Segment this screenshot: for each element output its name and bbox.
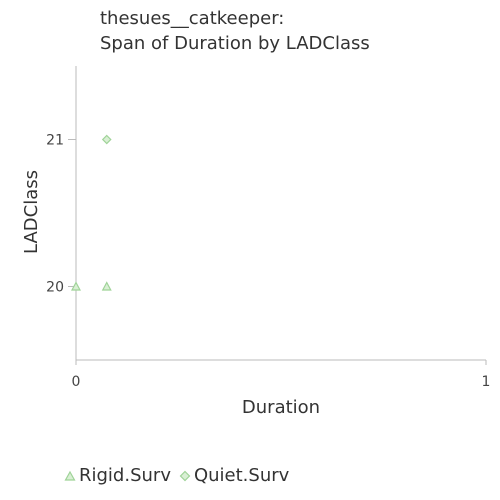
legend: Rigid.Surv Quiet.Surv [64, 465, 297, 486]
chart-title: thesues__catkeeper: Span of Duration by … [100, 6, 370, 56]
x-axis-label: Duration [242, 397, 320, 418]
legend-label-quiet-surv: Quiet.Surv [193, 465, 290, 486]
y-axis-label: LADClass [21, 170, 42, 254]
plot-area: 0 1 20 21 Duration LADClass [21, 66, 490, 418]
chart-title-line-2: Span of Duration by LADClass [100, 33, 370, 54]
legend-triangle-icon [64, 470, 76, 481]
legend-label-rigid-surv: Rigid.Surv [79, 465, 171, 486]
y-tick-label: 20 [46, 280, 64, 296]
x-tick-label: 1 [482, 374, 491, 390]
legend-item-rigid-surv: Rigid.Surv [64, 465, 171, 486]
data-point-rigid-surv [71, 281, 81, 291]
axes [75, 66, 486, 361]
data-point-rigid-surv [101, 281, 112, 291]
legend-item-quiet-surv: Quiet.Surv [179, 465, 289, 486]
data-point-quiet-surv [101, 134, 112, 145]
legend-diamond-icon [179, 470, 191, 481]
chart-title-line-1: thesues__catkeeper: [100, 8, 285, 29]
x-tick-label: 0 [72, 374, 81, 390]
y-tick-label: 21 [46, 133, 64, 149]
data-marks [71, 134, 112, 291]
ticks: 0 1 20 21 [46, 133, 490, 391]
